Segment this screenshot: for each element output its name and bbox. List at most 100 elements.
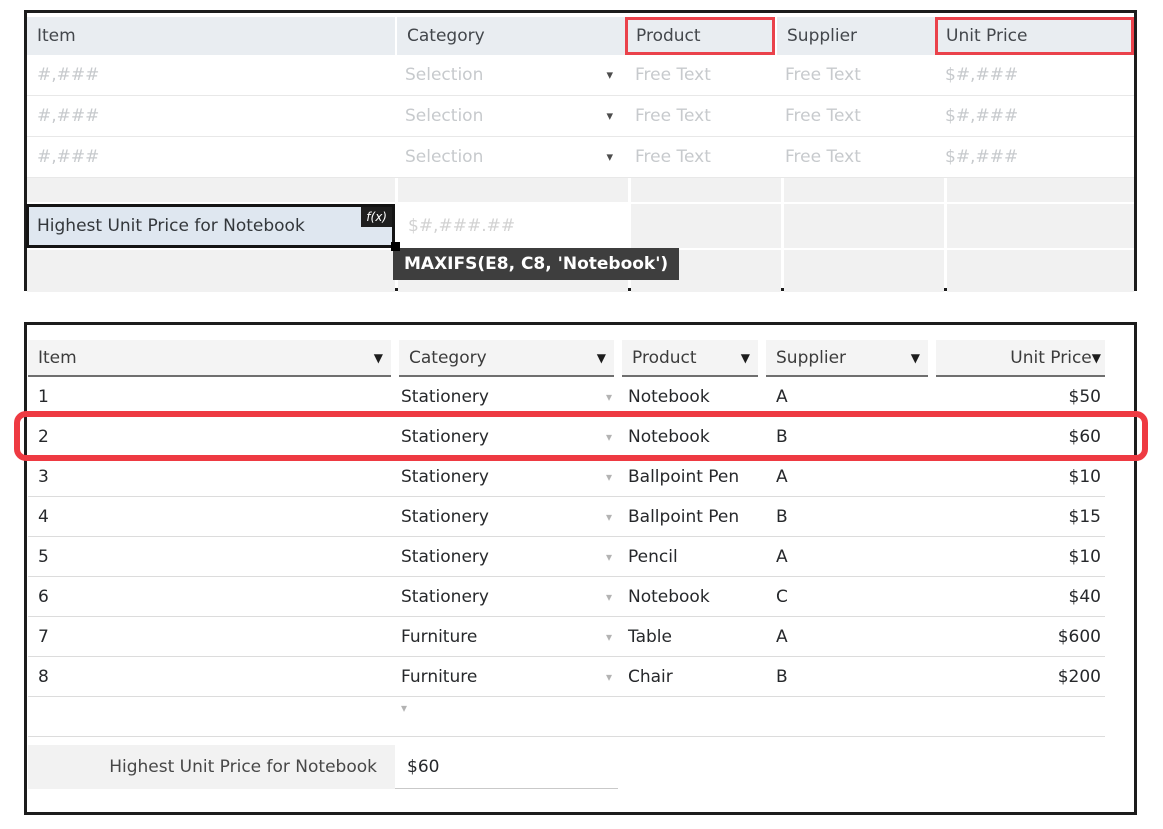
formula-row: Highest Unit Price for Notebook f(x) $#,… [26, 204, 1134, 248]
item-number-field[interactable]: #,### [37, 65, 100, 85]
product-text-field[interactable]: Free Text [635, 147, 711, 167]
header-supplier[interactable]: Supplier ▼ [766, 340, 928, 377]
cell-product[interactable]: Ballpoint Pen [628, 506, 740, 527]
cell-supplier[interactable]: C [776, 586, 788, 607]
cell-supplier[interactable]: B [776, 506, 788, 527]
sort-dropdown-icon[interactable]: ▼ [596, 350, 606, 365]
sort-dropdown-icon[interactable]: ▼ [740, 350, 750, 365]
item-number-field[interactable]: #,### [37, 147, 100, 167]
cell-supplier[interactable]: A [776, 626, 788, 647]
cell-item[interactable]: 5 [38, 546, 49, 567]
header-category: Category [395, 17, 625, 55]
cell-supplier[interactable]: A [776, 466, 788, 487]
cell-supplier[interactable] [766, 697, 928, 736]
supplier-text-field[interactable]: Free Text [785, 106, 861, 126]
cell-item[interactable]: 6 [38, 586, 49, 607]
result-header-row: Item ▼ Category ▼ Product ▼ Supplier ▼ U… [28, 340, 1105, 377]
cell-fill-handle[interactable] [391, 242, 400, 251]
cell-item[interactable]: 8 [38, 666, 49, 687]
empty-cell [398, 178, 628, 202]
cell-category[interactable]: Stationery ▾ [399, 417, 614, 456]
cell-product[interactable]: Notebook [628, 386, 710, 407]
sort-dropdown-icon[interactable]: ▼ [1091, 350, 1101, 365]
empty-cell [631, 204, 781, 248]
selection-placeholder: Selection [405, 106, 484, 126]
template-header-row: Item Category Product Supplier Unit Pric… [27, 17, 1134, 55]
category-select-field[interactable]: Selection ▾ [395, 55, 625, 95]
empty-cell [947, 250, 1134, 292]
cell-unit-price[interactable]: $200 [1057, 666, 1101, 687]
chevron-down-icon[interactable]: ▾ [606, 149, 613, 165]
category-select-field[interactable]: Selection ▾ [395, 137, 625, 177]
chevron-down-icon[interactable]: ▾ [606, 108, 613, 124]
cell-product[interactable]: Notebook [628, 586, 710, 607]
cell-product[interactable]: Table [628, 626, 672, 647]
cell-supplier[interactable]: B [776, 426, 788, 447]
cell-category[interactable]: Stationery ▾ [399, 577, 614, 616]
cell-category[interactable]: Furniture ▾ [399, 617, 614, 656]
product-text-field[interactable]: Free Text [635, 65, 711, 85]
category-select-field[interactable]: Selection ▾ [395, 96, 625, 136]
cell-product[interactable]: Notebook [628, 426, 710, 447]
chevron-down-icon[interactable]: ▾ [605, 469, 612, 484]
empty-grid-row [27, 178, 1134, 202]
form-template-panel: Item Category Product Supplier Unit Pric… [24, 10, 1137, 292]
cell-item[interactable] [28, 697, 391, 736]
cell-unit-price[interactable]: $10 [1068, 546, 1101, 567]
cell-product[interactable]: Pencil [628, 546, 678, 567]
unit-price-field[interactable]: $#,### [945, 106, 1019, 126]
cell-unit-price[interactable]: $15 [1068, 506, 1101, 527]
table-row-highlighted: 2 Stationery ▾ Notebook B $60 [28, 417, 1105, 457]
chevron-down-icon[interactable]: ▾ [605, 669, 612, 684]
header-category[interactable]: Category ▼ [399, 340, 614, 377]
cell-unit-price[interactable]: $40 [1068, 586, 1101, 607]
chevron-down-icon[interactable]: ▾ [605, 589, 612, 604]
cell-category[interactable]: ▾ [399, 697, 614, 736]
empty-cell [27, 250, 395, 292]
cell-supplier[interactable]: B [776, 666, 788, 687]
cell-product[interactable]: Ballpoint Pen [628, 466, 740, 487]
cell-supplier[interactable]: A [776, 546, 788, 567]
unit-price-field[interactable]: $#,### [945, 65, 1019, 85]
formula-label-cell[interactable]: Highest Unit Price for Notebook f(x) [26, 204, 395, 248]
cell-supplier[interactable]: A [776, 386, 788, 407]
cell-item[interactable]: 7 [38, 626, 49, 647]
cell-unit-price[interactable]: $600 [1057, 626, 1101, 647]
supplier-text-field[interactable]: Free Text [785, 65, 861, 85]
chevron-down-icon[interactable]: ▾ [606, 67, 613, 83]
cell-category[interactable]: Stationery ▾ [399, 377, 614, 416]
header-unit-price[interactable]: Unit Price ▼ [936, 340, 1105, 377]
product-text-field[interactable]: Free Text [635, 106, 711, 126]
summary-value: $60 [395, 745, 618, 789]
sort-dropdown-icon[interactable]: ▼ [910, 350, 920, 365]
cell-item[interactable]: 4 [38, 506, 49, 527]
header-item[interactable]: Item ▼ [28, 340, 391, 377]
cell-category[interactable]: Stationery ▾ [399, 457, 614, 496]
chevron-down-icon[interactable]: ▾ [401, 701, 408, 715]
formula-value-field[interactable]: $#,###.## [398, 204, 628, 248]
cell-product[interactable]: Chair [628, 666, 673, 687]
unit-price-field[interactable]: $#,### [945, 147, 1019, 167]
item-number-field[interactable]: #,### [37, 106, 100, 126]
cell-unit-price[interactable]: $50 [1068, 386, 1101, 407]
sort-dropdown-icon[interactable]: ▼ [373, 350, 383, 365]
cell-unit-price[interactable]: $60 [1068, 426, 1101, 447]
formula-tooltip: MAXIFS(E8, C8, 'Notebook') [391, 242, 680, 280]
chevron-down-icon[interactable]: ▾ [605, 429, 612, 444]
cell-product[interactable] [622, 697, 758, 736]
cell-category[interactable]: Stationery ▾ [399, 497, 614, 536]
cell-unit-price[interactable]: $10 [1068, 466, 1101, 487]
cell-item[interactable]: 3 [38, 466, 49, 487]
chevron-down-icon[interactable]: ▾ [605, 389, 612, 404]
chevron-down-icon[interactable]: ▾ [605, 629, 612, 644]
cell-category[interactable]: Stationery ▾ [399, 537, 614, 576]
supplier-text-field[interactable]: Free Text [785, 147, 861, 167]
header-product[interactable]: Product ▼ [622, 340, 758, 377]
cell-unit-price[interactable] [936, 697, 1105, 736]
cell-item[interactable]: 1 [38, 386, 49, 407]
chevron-down-icon[interactable]: ▾ [605, 509, 612, 524]
header-product-red-annotation: Product [625, 17, 775, 55]
chevron-down-icon[interactable]: ▾ [605, 549, 612, 564]
cell-item[interactable]: 2 [38, 426, 49, 447]
cell-category[interactable]: Furniture ▾ [399, 657, 614, 696]
